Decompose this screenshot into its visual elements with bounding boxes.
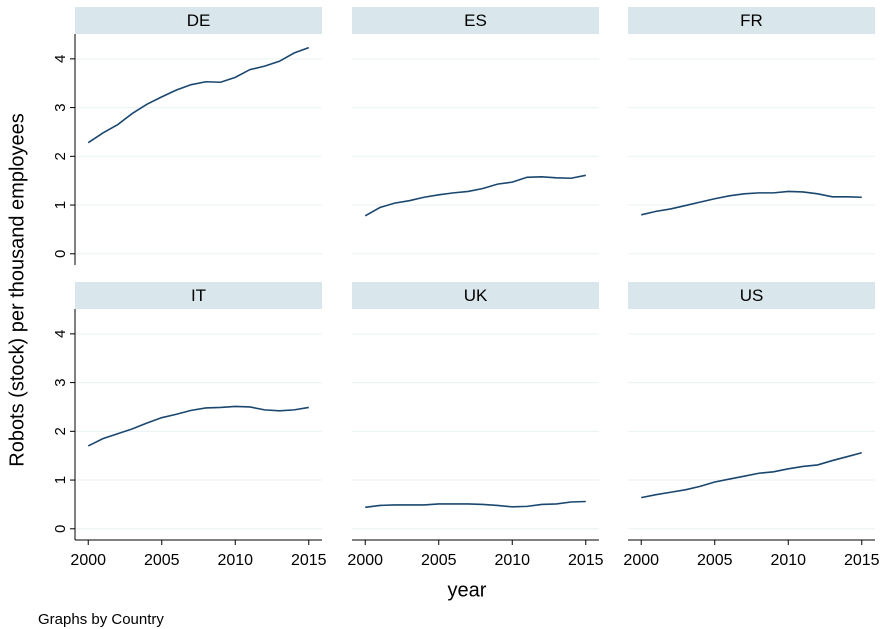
data-line xyxy=(87,46,310,144)
y-tick-label: 1 xyxy=(52,476,69,484)
y-tick-label: 3 xyxy=(52,378,69,386)
data-line xyxy=(87,405,309,447)
facet-strip xyxy=(75,282,322,309)
facet-title: UK xyxy=(464,286,488,305)
facet-strip xyxy=(75,7,322,34)
x-tick-label: 2000 xyxy=(70,552,106,569)
facet-title: IT xyxy=(191,286,206,305)
x-tick-label: 2010 xyxy=(494,552,530,569)
facet-title: ES xyxy=(464,11,487,30)
facet-title: FR xyxy=(740,11,763,30)
facet-strip xyxy=(352,282,599,309)
facet-strip xyxy=(352,7,599,34)
x-tick-label: 2010 xyxy=(770,552,806,569)
data-line xyxy=(365,500,586,509)
y-axis-label: Robots (stock) per thousand employees xyxy=(6,113,28,467)
data-line xyxy=(641,451,862,499)
facet-strip xyxy=(628,282,875,309)
x-axis-label: year xyxy=(448,579,487,601)
note: Graphs by Country xyxy=(38,611,164,628)
y-tick-label: 2 xyxy=(52,427,69,435)
y-tick-label: 4 xyxy=(52,330,69,338)
facet-title: DE xyxy=(187,11,211,30)
x-tick-label: 2015 xyxy=(844,552,880,569)
y-tick-label: 2 xyxy=(52,152,69,160)
facet-title: US xyxy=(740,286,764,305)
y-tick-label: 1 xyxy=(52,201,69,209)
x-tick-label: 2000 xyxy=(347,552,383,569)
y-tick-label: 0 xyxy=(52,250,69,258)
data-line xyxy=(641,190,862,216)
x-tick-label: 2005 xyxy=(421,552,457,569)
y-tick-label: 3 xyxy=(52,103,69,111)
facet-strip xyxy=(628,7,875,34)
x-tick-label: 2000 xyxy=(623,552,659,569)
data-line xyxy=(364,174,586,217)
x-tick-label: 2010 xyxy=(217,552,253,569)
x-tick-label: 2015 xyxy=(568,552,604,569)
x-tick-label: 2005 xyxy=(697,552,733,569)
y-tick-label: 0 xyxy=(52,525,69,533)
y-tick-label: 4 xyxy=(52,55,69,63)
x-tick-label: 2005 xyxy=(144,552,180,569)
x-tick-label: 2015 xyxy=(291,552,327,569)
